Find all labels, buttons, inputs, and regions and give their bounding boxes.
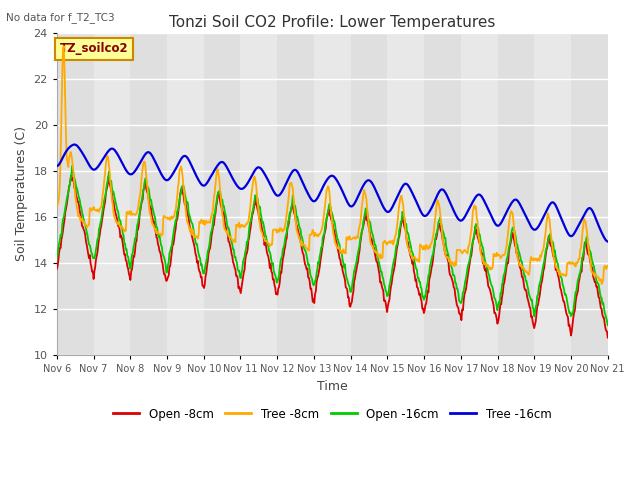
- Bar: [204, 33, 241, 355]
- Text: TZ_soilco2: TZ_soilco2: [60, 42, 128, 55]
- Bar: [424, 33, 461, 355]
- Bar: [571, 33, 608, 355]
- Y-axis label: Soil Temperatures (C): Soil Temperatures (C): [15, 126, 28, 261]
- Title: Tonzi Soil CO2 Profile: Lower Temperatures: Tonzi Soil CO2 Profile: Lower Temperatur…: [169, 15, 495, 30]
- Bar: [57, 33, 93, 355]
- Bar: [497, 33, 534, 355]
- Bar: [131, 33, 167, 355]
- X-axis label: Time: Time: [317, 380, 348, 393]
- Text: No data for f_T2_TC3: No data for f_T2_TC3: [6, 12, 115, 23]
- Bar: [277, 33, 314, 355]
- Legend: Open -8cm, Tree -8cm, Open -16cm, Tree -16cm: Open -8cm, Tree -8cm, Open -16cm, Tree -…: [108, 403, 556, 425]
- Bar: [351, 33, 387, 355]
